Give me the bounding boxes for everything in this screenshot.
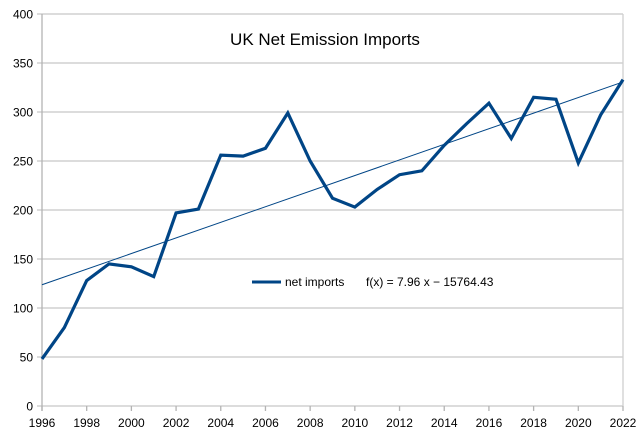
- x-tick-label-1996: 1996: [29, 416, 56, 430]
- x-tick-label-2014: 2014: [431, 416, 458, 430]
- x-tick-label-2000: 2000: [118, 416, 145, 430]
- y-tick-label-400: 400: [13, 8, 33, 22]
- x-tick-label-2016: 2016: [476, 416, 503, 430]
- y-tick-label-50: 50: [20, 351, 34, 365]
- x-tick-label-2006: 2006: [252, 416, 279, 430]
- y-tick-label-100: 100: [13, 302, 33, 316]
- x-tick-label-2020: 2020: [565, 416, 592, 430]
- chart-title: UK Net Emission Imports: [230, 30, 420, 49]
- y-axis-ticks: 0 50 100 150 200 250 300 350 400: [13, 8, 33, 414]
- gridlines: [37, 13, 623, 407]
- x-tick-label-2018: 2018: [520, 416, 547, 430]
- trendline-equation: f(x) = 7.96 x − 15764.43: [366, 275, 494, 289]
- x-tick-label-2010: 2010: [341, 416, 368, 430]
- y-tick-label-150: 150: [13, 253, 33, 267]
- legend-label-net-imports: net imports: [285, 275, 344, 289]
- x-tick-label-2022: 2022: [610, 416, 637, 430]
- trendline: [41, 81, 624, 286]
- x-tick-label-1998: 1998: [73, 416, 100, 430]
- x-tick-label-2008: 2008: [297, 416, 324, 430]
- x-tick-label-2012: 2012: [386, 416, 413, 430]
- series-line-net-imports: [40, 78, 625, 360]
- y-tick-label-0: 0: [26, 400, 33, 414]
- x-axis-ticks: 1996 1998 2000 2002 2004 2006 2008 2010 2012 2014…: [29, 406, 637, 430]
- series-group: [40, 78, 625, 360]
- y-tick-label-250: 250: [13, 155, 33, 169]
- x-tick-label-2004: 2004: [207, 416, 234, 430]
- y-tick-label-300: 300: [13, 106, 33, 120]
- x-tick-label-2002: 2002: [163, 416, 190, 430]
- y-tick-label-200: 200: [13, 204, 33, 218]
- axes: [41, 14, 624, 411]
- y-tick-label-350: 350: [13, 57, 33, 71]
- trendline-group: [41, 81, 624, 286]
- legend: net imports f(x) = 7.96 x − 15764.43: [252, 275, 494, 289]
